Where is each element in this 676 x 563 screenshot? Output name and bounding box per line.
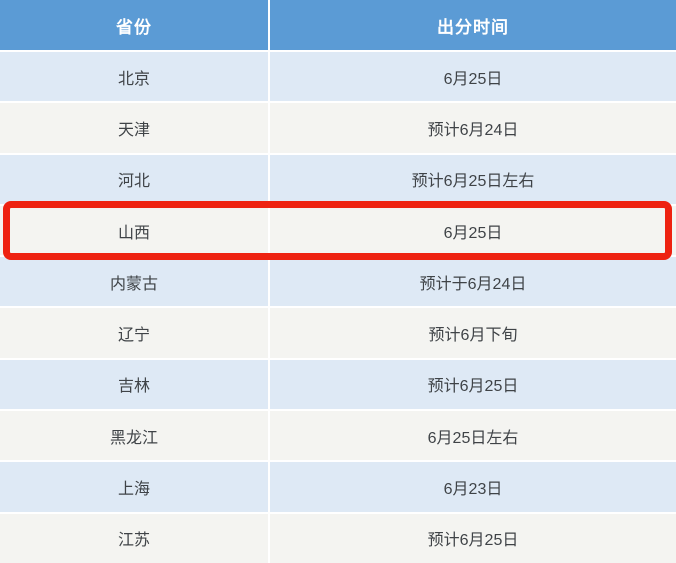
table-row: 上海 6月23日 — [0, 462, 676, 512]
time-cell: 6月23日 — [270, 462, 676, 512]
province-cell: 河北 — [0, 154, 270, 204]
table-row: 山西 6月25日 — [0, 200, 676, 261]
column-header-province: 省份 — [0, 0, 270, 50]
table-row: 河北 预计6月25日左右 — [0, 154, 676, 204]
province-cell: 黑龙江 — [0, 411, 270, 461]
province-cell: 北京 — [0, 52, 270, 102]
column-header-time: 出分时间 — [437, 17, 509, 37]
province-cell: 内蒙古 — [0, 257, 270, 307]
table-body: 北京 6月25日 天津 预计6月24日 河北 预计6月25日左右 山西 6月25… — [0, 50, 676, 563]
time-cell: 预计6月25日左右 — [270, 154, 676, 204]
table-row: 黑龙江 6月25日左右 — [0, 411, 676, 461]
table-row: 内蒙古 预计于6月24日 — [0, 257, 676, 307]
table-row: 辽宁 预计6月下旬 — [0, 308, 676, 358]
time-cell: 预计6月25日 — [270, 513, 676, 563]
time-cell: 预计于6月24日 — [270, 257, 676, 307]
table-header-row: 省份 出分时间 — [0, 0, 676, 50]
table-row: 北京 6月25日 — [0, 52, 676, 102]
table-row: 江苏 预计6月25日 — [0, 513, 676, 563]
province-cell: 辽宁 — [0, 308, 270, 358]
time-cell: 预计6月24日 — [270, 103, 676, 153]
table-row: 吉林 预计6月25日 — [0, 359, 676, 410]
table-row: 天津 预计6月24日 — [0, 103, 676, 153]
province-cell: 山西 — [0, 205, 270, 256]
time-cell: 6月25日左右 — [270, 411, 676, 461]
province-cell: 天津 — [0, 103, 270, 153]
province-cell: 江苏 — [0, 513, 270, 563]
province-cell: 上海 — [0, 462, 270, 512]
time-cell: 预计6月下旬 — [270, 308, 676, 358]
province-cell: 吉林 — [0, 359, 270, 410]
time-cell: 预计6月25日 — [270, 359, 676, 410]
time-cell: 6月25日 — [270, 205, 676, 256]
time-cell: 6月25日 — [270, 52, 676, 102]
